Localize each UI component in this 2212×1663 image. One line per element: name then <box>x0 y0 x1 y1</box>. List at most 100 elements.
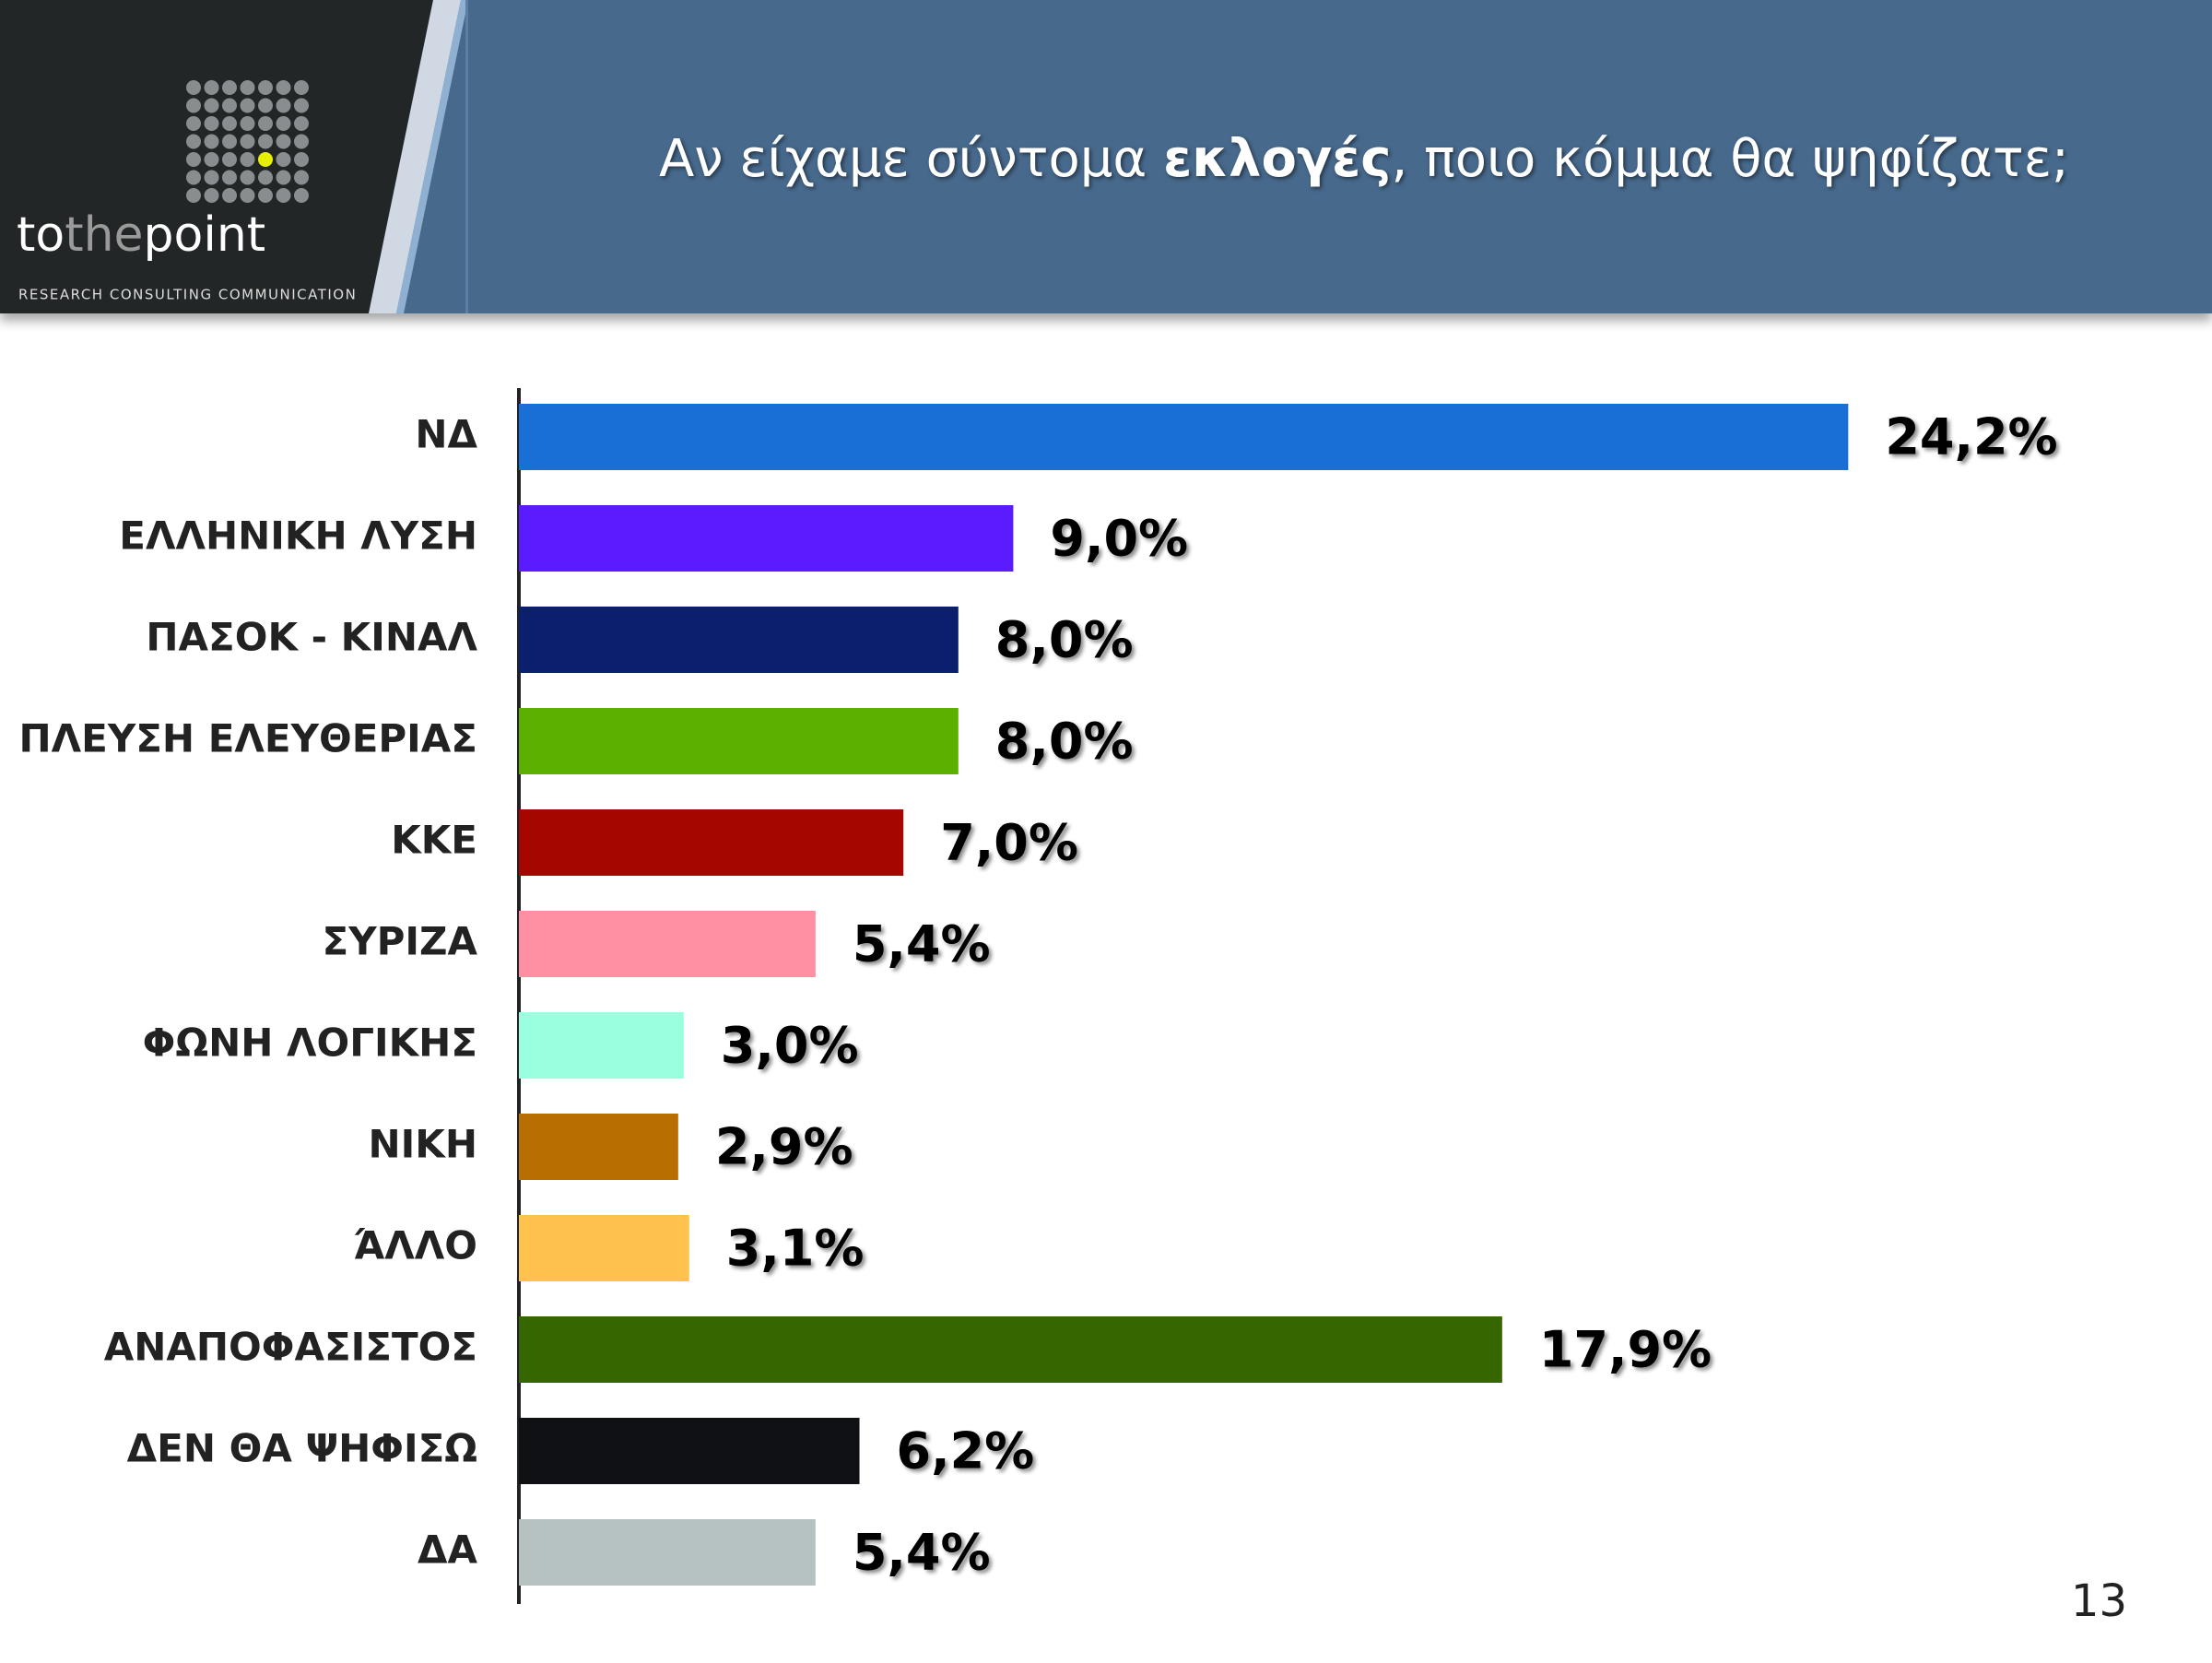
logo-dot <box>222 134 237 149</box>
logo-dot <box>204 116 219 131</box>
logo-dot <box>186 116 201 131</box>
logo-dot <box>204 98 219 113</box>
category-label: ΔΕΝ ΘΑ ΨΗΦΙΣΩ <box>127 1426 477 1471</box>
value-label: 9,0% <box>1050 510 1188 568</box>
logo-dot <box>222 98 237 113</box>
logo-dot <box>276 188 291 203</box>
category-label: ΚΚΕ <box>391 818 477 863</box>
logo-dot <box>186 188 201 203</box>
value-label: 17,9% <box>1539 1321 1712 1379</box>
logo-dot <box>276 116 291 131</box>
logo-dot <box>294 134 309 149</box>
category-label: ΠΑΣΟΚ - ΚΙΝΑΛ <box>146 615 477 660</box>
logo-dot <box>294 170 309 185</box>
logo-dot <box>222 170 237 185</box>
value-label: 24,2% <box>1885 408 2057 466</box>
logo-dot <box>186 98 201 113</box>
logo-dot <box>276 170 291 185</box>
logo-dot <box>186 152 201 167</box>
logo-dot <box>294 98 309 113</box>
category-label: ΣΥΡΙΖΑ <box>323 919 478 964</box>
value-label: 5,4% <box>853 915 991 973</box>
value-label: 8,0% <box>995 611 1134 669</box>
logo-dot <box>276 98 291 113</box>
bar <box>519 1215 689 1281</box>
logo-dot <box>258 80 273 95</box>
logo-dot <box>204 170 219 185</box>
value-label: 7,0% <box>940 814 1078 872</box>
category-label: ΕΛΛΗΝΙΚΗ ΛΥΣΗ <box>119 513 477 559</box>
logo-dot <box>240 98 255 113</box>
logo-part: point <box>144 207 266 263</box>
value-label: 6,2% <box>897 1422 1035 1480</box>
logo-dot <box>186 134 201 149</box>
logo-dot <box>258 98 273 113</box>
value-label: 3,1% <box>726 1220 865 1278</box>
logo-part: the <box>65 207 143 263</box>
logo-dot <box>294 188 309 203</box>
logo-dot <box>204 134 219 149</box>
bar <box>519 1012 684 1079</box>
value-label: 3,0% <box>721 1017 859 1075</box>
bar <box>519 911 816 977</box>
logo-dot <box>186 170 201 185</box>
logo-dot <box>222 152 237 167</box>
title-part: Αν είχαμε σύντομα <box>659 129 1163 189</box>
bar <box>519 1418 860 1484</box>
logo-dots <box>186 80 309 203</box>
title-part: , ποιο κόμμα θα ψηφίζατε; <box>1391 129 2068 189</box>
logo-dot <box>240 116 255 131</box>
page-number: 13 <box>2071 1575 2127 1627</box>
category-label: ΑΝΑΠΟΦΑΣΙΣΤΟΣ <box>104 1325 477 1370</box>
logo-part: to <box>17 207 65 263</box>
bar <box>519 404 1849 470</box>
logo-dot <box>258 116 273 131</box>
logo: tothepoint <box>17 207 265 263</box>
logo-dot <box>240 170 255 185</box>
bar <box>519 505 1014 572</box>
logo-dot <box>204 152 219 167</box>
logo-dot <box>294 80 309 95</box>
category-label: ΔΑ <box>418 1527 478 1573</box>
stripe <box>369 0 461 313</box>
category-label: ΝΔ <box>415 412 477 457</box>
title-part: εκλογές <box>1163 129 1391 189</box>
divider <box>465 0 468 313</box>
logo-dot <box>222 116 237 131</box>
chart-title: Αν είχαμε σύντομα εκλογές, ποιο κόμμα θα… <box>659 129 2069 189</box>
bar <box>519 708 959 774</box>
value-label: 2,9% <box>715 1118 853 1176</box>
stripe <box>396 0 468 313</box>
logo-dot <box>204 188 219 203</box>
bar <box>519 1114 678 1180</box>
logo-dot <box>294 116 309 131</box>
bar <box>519 809 904 876</box>
logo-dot <box>276 152 291 167</box>
logo-dot <box>258 134 273 149</box>
logo-dot <box>276 134 291 149</box>
value-label: 8,0% <box>995 713 1134 771</box>
logo-dot <box>240 152 255 167</box>
category-label: ΆΛΛΟ <box>354 1223 477 1268</box>
logo-dot <box>294 152 309 167</box>
logo-dot <box>258 188 273 203</box>
logo-dot <box>276 80 291 95</box>
logo-dot <box>186 80 201 95</box>
logo-dot <box>222 80 237 95</box>
category-label: ΝΙΚΗ <box>369 1122 477 1167</box>
category-label: ΠΛΕΥΣΗ ΕΛΕΥΘΕΡΙΑΣ <box>18 716 477 761</box>
logo-dot <box>204 80 219 95</box>
tagline: RESEARCH CONSULTING COMMUNICATION <box>18 287 357 303</box>
bar <box>519 1316 1502 1383</box>
logo-dot <box>258 152 273 167</box>
logo-dot <box>240 188 255 203</box>
logo-dot <box>240 134 255 149</box>
logo-dot <box>222 188 237 203</box>
bar <box>519 607 959 673</box>
value-label: 5,4% <box>853 1524 991 1582</box>
logo-dot <box>258 170 273 185</box>
category-label: ΦΩΝΗ ΛΟΓΙΚΗΣ <box>143 1020 477 1066</box>
bar <box>519 1519 816 1586</box>
